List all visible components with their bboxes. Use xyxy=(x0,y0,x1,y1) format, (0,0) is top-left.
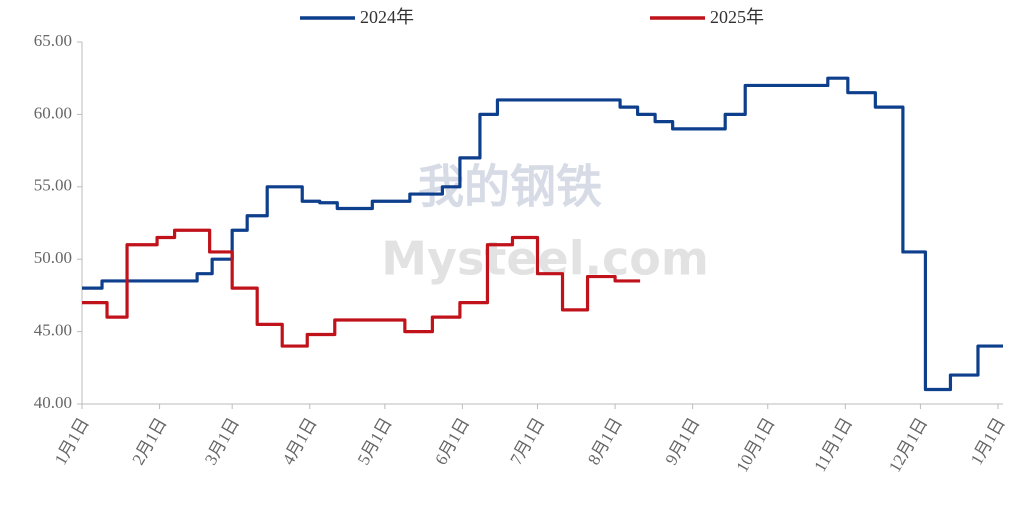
series-line xyxy=(82,228,641,348)
series-line xyxy=(82,76,1003,392)
x-tick-label: 2月1日 xyxy=(128,414,170,468)
y-tick-label: 40.00 xyxy=(34,393,72,412)
y-tick-label: 50.00 xyxy=(34,248,72,267)
x-tick-label: 11月1日 xyxy=(810,414,856,474)
legend-label: 2024年 xyxy=(360,7,414,27)
x-tick-label: 7月1日 xyxy=(506,414,548,468)
y-tick-label: 45.00 xyxy=(34,321,72,340)
x-tick-label: 4月1日 xyxy=(279,414,321,468)
legend-label: 2025年 xyxy=(710,7,764,27)
x-tick-label: 3月1日 xyxy=(201,414,243,468)
x-tick-label: 8月1日 xyxy=(584,414,626,468)
x-tick-label: 6月1日 xyxy=(431,414,473,468)
y-tick-label: 55.00 xyxy=(34,176,72,195)
x-tick-label: 5月1日 xyxy=(354,414,396,468)
x-tick-label: 1月1日 xyxy=(967,414,1009,468)
x-tick-label: 12月1日 xyxy=(885,414,931,475)
y-tick-label: 65.00 xyxy=(34,31,72,50)
y-tick-label: 60.00 xyxy=(34,103,72,122)
x-tick-label: 1月1日 xyxy=(51,414,93,468)
watermark: Mysteel.com xyxy=(381,232,709,286)
x-tick-label: 9月1日 xyxy=(662,414,704,468)
x-tick-label: 10月1日 xyxy=(732,414,778,475)
